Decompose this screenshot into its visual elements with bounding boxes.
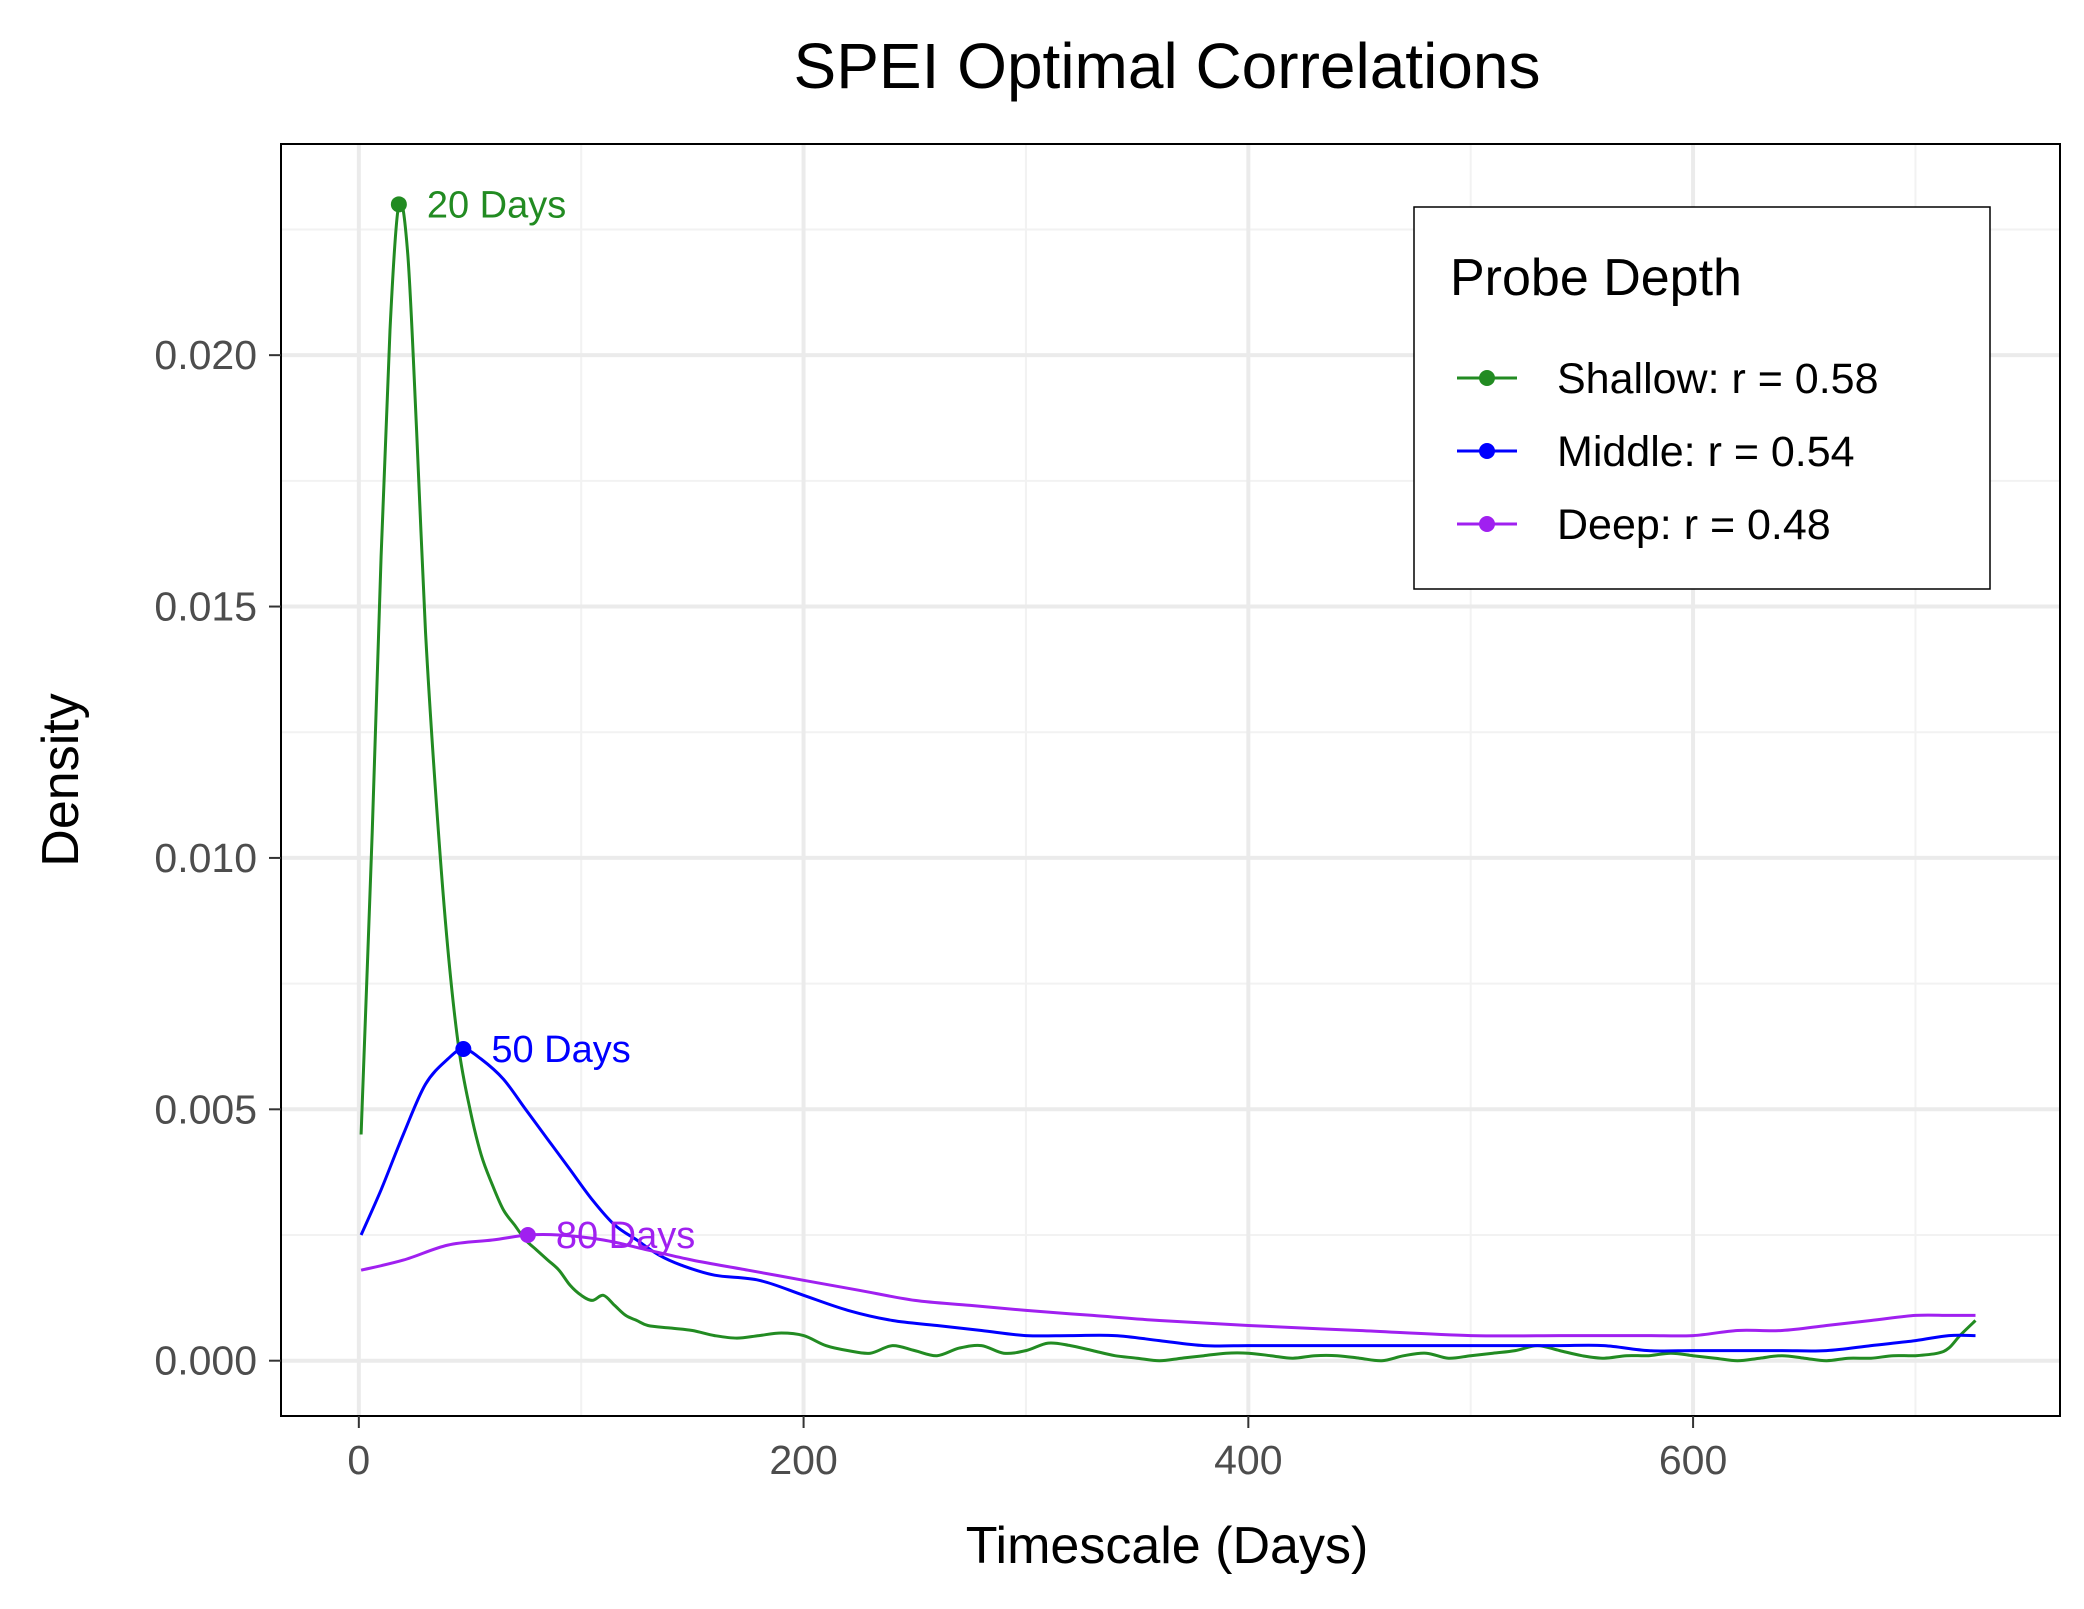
x-tick-label: 400 (1214, 1437, 1282, 1483)
series-line-deep (360, 1232, 1976, 1338)
y-tick-label: 0.015 (154, 584, 257, 630)
peak-markers: 20 Days 50 Days 80 Days (390, 184, 695, 1257)
peak-label-shallow: 20 Days (427, 184, 566, 226)
legend-title: Probe Depth (1450, 249, 1742, 307)
y-tick-label: 0.000 (154, 1338, 257, 1384)
x-tick-label: 0 (347, 1437, 370, 1483)
legend-items: Shallow: r = 0.58 Middle: r = 0.54 Deep: r… (1457, 355, 1879, 549)
legend-label-deep: Deep: r = 0.48 (1557, 501, 1831, 549)
peak-point-shallow (390, 196, 407, 213)
legend-key-point-shallow (1479, 370, 1495, 386)
y-tick-label: 0.020 (154, 332, 257, 378)
series-line-middle (359, 1047, 1976, 1353)
y-tick-label: 0.010 (154, 835, 257, 881)
peak-point-middle (455, 1040, 472, 1057)
legend-key-point-middle (1479, 443, 1495, 459)
x-tick-label: 600 (1659, 1437, 1727, 1483)
plot-panel-border (280, 143, 2061, 1417)
legend: Probe Depth Shallow: r = 0.58 Middle: r =… (1413, 206, 1991, 590)
legend-label-shallow: Shallow: r = 0.58 (1557, 355, 1879, 403)
y-axis-title: Density (32, 693, 90, 866)
peak-label-deep: 80 Days (556, 1215, 695, 1257)
peak-label-middle: 50 Days (491, 1029, 630, 1071)
legend-label-middle: Middle: r = 0.54 (1557, 428, 1855, 476)
axes: 0 200 400 600 0.000 0.005 0.010 0.015 0.020 (154, 332, 1727, 1483)
legend-key-point-deep (1479, 516, 1495, 532)
peak-point-deep (519, 1227, 536, 1244)
y-tick-label: 0.005 (154, 1086, 257, 1132)
x-tick-label: 200 (769, 1437, 837, 1483)
chart-title: SPEI Optimal Correlations (794, 30, 1541, 102)
x-axis-title: Timescale (Days) (966, 1517, 1369, 1575)
